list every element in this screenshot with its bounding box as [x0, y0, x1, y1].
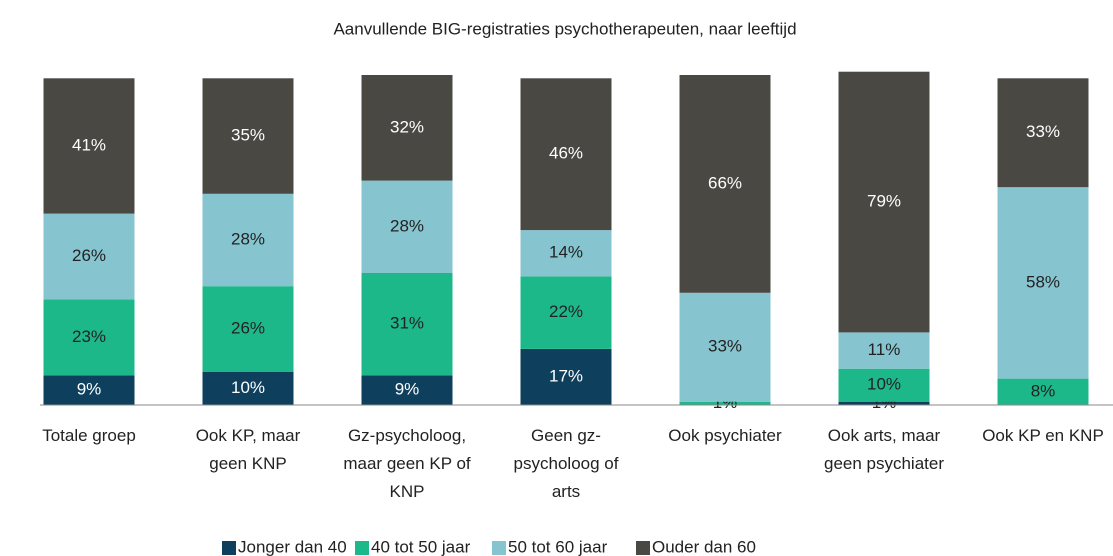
bar-segment	[43, 78, 135, 214]
bar-segment	[361, 273, 453, 376]
data-label: 32%	[390, 117, 424, 136]
data-label: 10%	[867, 375, 901, 394]
data-label: 9%	[77, 380, 102, 399]
x-tick-label: Ook KP en KNP	[982, 426, 1104, 445]
bar-segment	[361, 375, 453, 405]
data-label: 79%	[867, 192, 901, 211]
data-label: 33%	[708, 337, 742, 356]
bar-segment	[997, 78, 1089, 188]
data-label: 26%	[72, 246, 106, 265]
legend-label: 40 tot 50 jaar	[371, 537, 471, 556]
data-label: 11%	[868, 340, 901, 359]
bar-segment	[520, 276, 612, 349]
x-tick-label: Gz-psycholoog, maar geen KP of KNP	[343, 426, 471, 501]
bar-segment	[520, 230, 612, 277]
legend-swatch	[636, 541, 650, 555]
bar-segment	[202, 78, 294, 194]
data-label: 8%	[1031, 381, 1056, 400]
bar-segment	[202, 193, 294, 287]
x-tick-label: Ook KP, maar geen KNP	[196, 426, 301, 473]
bar-segment	[520, 78, 612, 231]
data-label: 46%	[549, 144, 583, 163]
data-label: 23%	[72, 327, 106, 346]
bar-segment	[679, 292, 771, 402]
data-label: 17%	[549, 366, 583, 385]
data-label: 9%	[395, 380, 420, 399]
data-label: 66%	[708, 173, 742, 192]
data-label: 14%	[549, 243, 583, 262]
x-tick-label: Totale groep	[42, 426, 136, 445]
bar-segment	[679, 401, 771, 405]
data-label: 33%	[1026, 122, 1060, 141]
bar-segment	[838, 401, 930, 405]
bar-segment	[43, 375, 135, 405]
legend-swatch	[492, 541, 506, 555]
x-tick-label: Ook psychiater	[668, 426, 782, 445]
x-tick-label: Geen gz-psycholoog of arts	[514, 426, 619, 501]
data-label: 28%	[390, 216, 424, 235]
bar-segment	[520, 348, 612, 405]
legend-swatch	[355, 541, 369, 555]
chart-title: Aanvullende BIG-registraties psychothera…	[333, 19, 796, 38]
bar-segment	[679, 75, 771, 293]
bar-segment	[838, 368, 930, 402]
data-label: 10%	[231, 378, 265, 397]
bar-segment	[43, 299, 135, 376]
x-tick-label: Ook arts, maar geen psychiater	[824, 426, 944, 473]
bar-segment	[838, 71, 930, 333]
data-label: 28%	[231, 229, 265, 248]
legend-label: Ouder dan 60	[652, 537, 756, 556]
bar-segment	[43, 213, 135, 300]
data-label: 31%	[390, 314, 424, 333]
legend-swatch	[222, 541, 236, 555]
bar-segment	[997, 187, 1089, 379]
bar-segment	[838, 332, 930, 369]
bar-segment	[361, 75, 453, 181]
data-label: 41%	[72, 135, 106, 154]
data-label: 22%	[549, 302, 583, 321]
legend-label: 50 tot 60 jaar	[508, 537, 608, 556]
bar-segment	[202, 372, 294, 405]
data-label: 58%	[1026, 272, 1060, 291]
bar-segment	[361, 180, 453, 273]
bar-segment	[202, 286, 294, 372]
bar-segment	[997, 378, 1089, 405]
data-label: 35%	[231, 126, 265, 145]
data-label: 26%	[231, 319, 265, 338]
legend-label: Jonger dan 40	[238, 537, 347, 556]
